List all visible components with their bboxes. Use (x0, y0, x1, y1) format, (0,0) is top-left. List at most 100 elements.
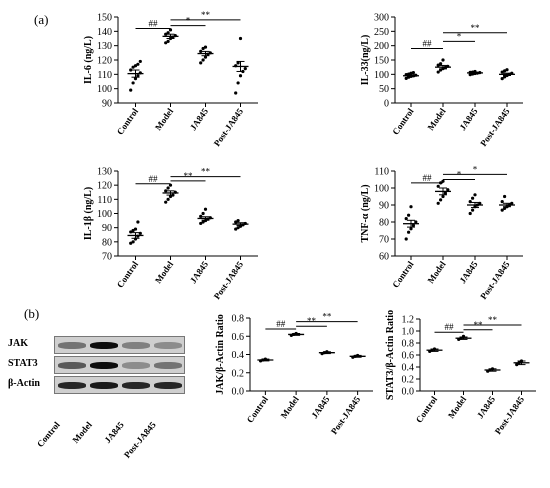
data-point (505, 68, 509, 72)
data-point (236, 61, 240, 65)
data-point (436, 63, 440, 67)
data-point (443, 191, 447, 195)
blot-band (58, 342, 86, 349)
significance-label: * (186, 16, 191, 26)
y-tick-label: 80 (102, 237, 112, 248)
blot-row-stat3: STAT3 (8, 356, 188, 374)
y-tick-label: 70 (102, 252, 112, 263)
blot-lane-stat3 (54, 356, 185, 374)
data-point (468, 211, 472, 216)
y-axis-label: IL-6 (ng/L) (83, 36, 94, 84)
y-tick-label: 130 (97, 167, 112, 178)
chart-5: 0.0 0.2 0.4 0.6 0.8 JAK/β-Actin Ratio Control M… (215, 312, 373, 436)
data-point (131, 228, 135, 233)
x-tick-label: JA845 (457, 106, 480, 132)
y-tick-label: 130 (97, 41, 112, 52)
data-point (503, 194, 507, 199)
significance-label: ** (201, 10, 211, 20)
x-tick-label: Model (425, 259, 448, 285)
data-point (131, 65, 135, 69)
figure: (a) (b) 90 100 110 120 130 140 150 IL-6 (ng/L) C… (8, 10, 536, 460)
data-point (500, 200, 504, 204)
y-tick-label: 60 (379, 252, 389, 263)
y-tick-label: 110 (374, 167, 389, 178)
data-point (168, 183, 173, 187)
x-tick-label: JA845 (188, 106, 211, 132)
y-axis-label: JAK/β-Actin Ratio (215, 314, 226, 395)
y-tick-label: 1.0 (402, 327, 415, 338)
data-point (136, 220, 140, 224)
x-tick-label: Model (425, 106, 448, 132)
y-tick-label: 0.2 (232, 368, 245, 379)
panel-label-b: (b) (24, 306, 40, 321)
y-tick-label: 90 (102, 223, 112, 234)
data-point (203, 55, 208, 59)
y-tick-label: 100 (97, 209, 112, 220)
x-tick-label: Post-JA845 (478, 106, 512, 148)
data-point (411, 223, 415, 227)
data-point (168, 28, 173, 32)
x-tick-label: Model (446, 394, 469, 420)
data-point (164, 189, 168, 193)
significance-label: ## (276, 319, 286, 329)
x-tick-label: Control (390, 259, 416, 290)
data-point (407, 230, 411, 234)
data-point (243, 67, 247, 71)
data-point (129, 68, 133, 72)
x-tick-label: JA845 (309, 394, 332, 420)
data-point (446, 188, 450, 192)
data-point (199, 49, 203, 54)
blot-band (58, 382, 86, 389)
y-tick-label: 0.4 (232, 350, 245, 361)
data-point (203, 45, 208, 49)
data-point (409, 227, 413, 231)
data-point (409, 205, 413, 209)
y-tick-label: 150 (374, 56, 389, 67)
data-point (133, 227, 138, 231)
data-point (234, 220, 238, 224)
y-tick-label: 90 (379, 201, 389, 212)
data-point (164, 32, 168, 36)
data-point (436, 184, 440, 188)
y-tick-label: 80 (379, 218, 389, 229)
data-point (404, 76, 408, 80)
data-point (436, 70, 440, 74)
y-tick-label: 0.2 (402, 375, 415, 386)
significance-label: * (457, 31, 462, 41)
x-tick-label: JA845 (475, 394, 498, 420)
blot-band (90, 382, 118, 389)
blot-band (90, 342, 118, 349)
data-point (414, 220, 418, 224)
significance-label: ## (423, 173, 433, 183)
data-point (436, 201, 440, 205)
y-tick-label: 250 (374, 27, 389, 38)
data-point (136, 62, 140, 66)
data-point (199, 214, 203, 218)
data-point (407, 213, 411, 217)
data-point (129, 88, 133, 92)
blot-row-label: STAT3 (8, 358, 38, 369)
data-point (138, 59, 142, 64)
y-tick-label: 150 (97, 13, 112, 24)
y-tick-label: 110 (97, 70, 112, 81)
data-point (439, 198, 443, 202)
data-point (164, 200, 168, 204)
x-tick-label: Post-JA845 (493, 394, 527, 436)
data-point (510, 201, 514, 205)
x-tick-label: Control (414, 394, 440, 425)
significance-label: ## (149, 174, 159, 184)
significance-label: ** (471, 23, 481, 33)
chart-6: 0.00.20.40.60.81.01.2 STAT3/β-Actin Ratio… (385, 310, 536, 436)
panel-label-a: (a) (34, 12, 49, 27)
y-tick-label: 300 (374, 13, 389, 24)
data-point (471, 208, 475, 212)
blot-lane-actin (54, 376, 185, 394)
x-tick-label: Post-JA845 (478, 259, 512, 301)
blot-lane-jak (54, 336, 185, 354)
data-point (236, 218, 240, 223)
y-axis-label: IL-1β (ng/L) (83, 187, 94, 240)
data-point (238, 74, 243, 78)
data-point (129, 230, 133, 234)
